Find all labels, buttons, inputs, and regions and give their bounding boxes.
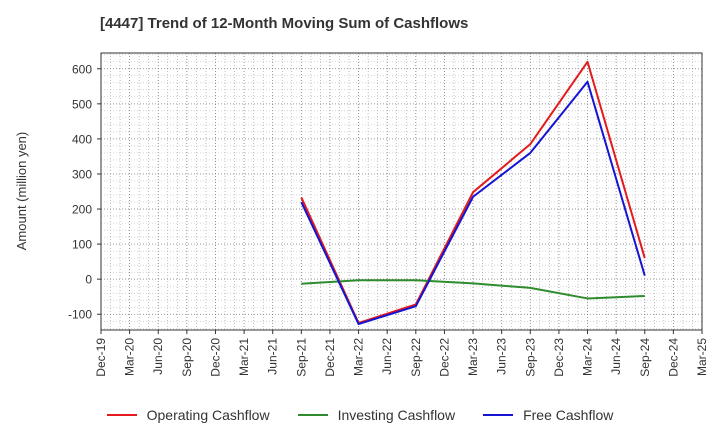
x-tick-label: Mar-20 [123,338,137,376]
x-tick-label: Sep-24 [638,338,652,377]
x-tick-label: Jun-24 [609,338,623,375]
x-tick-label: Jun-20 [151,338,165,375]
y-tick-label: 100 [72,238,92,252]
x-tick-label: Sep-20 [180,338,194,377]
legend-label-investing: Investing Cashflow [337,407,456,423]
x-tick-label: Jun-22 [380,338,394,375]
legend: Operating Cashflow Investing Cashflow Fr… [0,404,720,426]
y-tick-label: 400 [72,132,92,146]
x-tick-label: Mar-22 [352,338,366,376]
chart-title: [4447] Trend of 12-Month Moving Sum of C… [100,15,469,32]
free-cashflow-line [300,80,646,326]
x-tick-label: Mar-23 [466,338,480,376]
legend-item-free: Free Cashflow [483,407,613,423]
x-tick-label: Sep-22 [409,338,423,377]
legend-item-investing: Investing Cashflow [297,407,456,423]
x-tick-label: Sep-21 [294,338,308,377]
x-tick-label: Jun-23 [495,338,509,375]
x-tick-label: Dec-22 [437,338,451,377]
y-tick-label: 0 [85,273,92,287]
legend-swatch-free [483,414,514,416]
x-tick-label: Dec-24 [666,338,680,377]
x-tick-label: Mar-25 [695,338,709,376]
x-tick-label: Dec-21 [323,338,337,377]
y-tick-label: -100 [68,308,92,322]
y-tick-label: 600 [72,62,92,76]
x-tick-label: Mar-24 [581,338,595,376]
plot-frame [100,52,703,331]
x-tick-label: Dec-20 [208,338,222,377]
x-tick-label: Dec-23 [552,338,566,377]
investing-cashflow-line [301,279,645,300]
legend-swatch-investing [297,414,328,416]
legend-swatch-operating [106,414,137,416]
y-tick-label: 200 [72,203,92,217]
y-tick-label: 500 [72,97,92,111]
y-tick-label: 300 [72,167,92,181]
x-tick-label: Mar-21 [237,338,251,376]
x-tick-label: Jun-21 [266,338,280,375]
x-tick-label: Dec-19 [94,338,108,377]
legend-label-operating: Operating Cashflow [146,407,270,423]
x-tick-label: Sep-23 [523,338,537,377]
legend-item-operating: Operating Cashflow [106,407,270,423]
plot-area [101,53,702,330]
legend-label-free: Free Cashflow [523,407,614,423]
